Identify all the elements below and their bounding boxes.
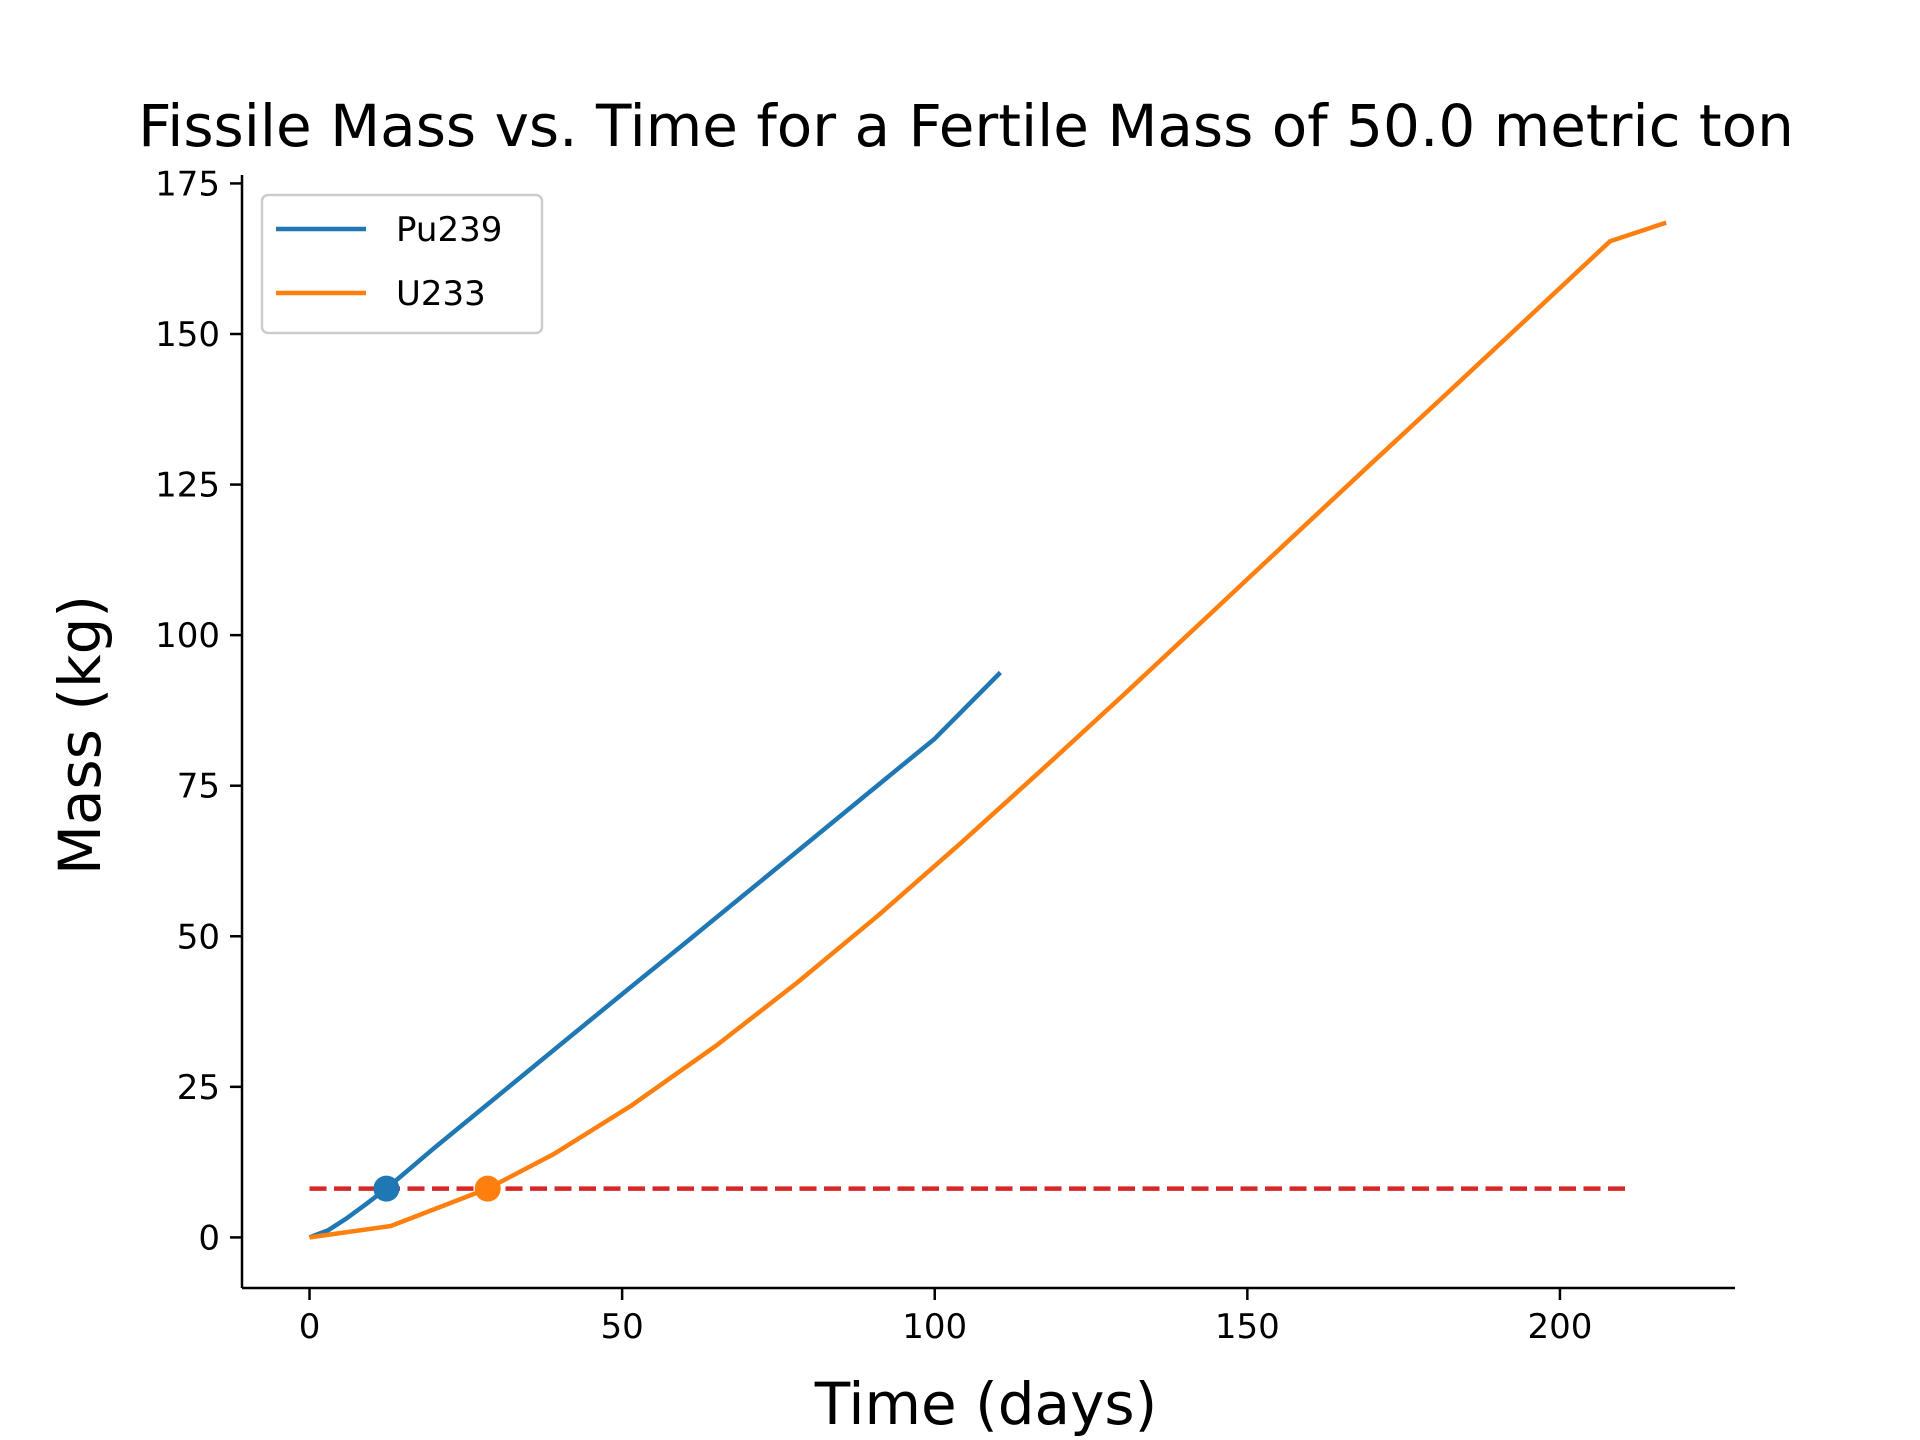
series-line-pu239 <box>308 670 1002 1240</box>
marker-u233 <box>474 1175 501 1202</box>
legend-label-pu239: Pu239 <box>396 210 502 250</box>
legend: Pu239 U233 <box>260 193 544 335</box>
plot-area <box>308 220 1667 1240</box>
axes: 0 50 100 150 200 0 25 50 75 100 125 150 175 <box>155 164 1735 1347</box>
y-tick-label: 150 <box>155 315 220 355</box>
x-tick-label: 200 <box>1527 1307 1592 1347</box>
y-axis-title: Mass (kg) <box>46 595 114 875</box>
x-tick-label: 0 <box>299 1307 321 1347</box>
y-tick-label: 125 <box>155 466 220 506</box>
y-tick-label: 0 <box>198 1218 220 1258</box>
marker-pu239 <box>373 1175 400 1202</box>
y-tick-label: 175 <box>155 164 220 204</box>
x-tick-label: 50 <box>600 1307 643 1347</box>
chart-title: Fissile Mass vs. Time for a Fertile Mass… <box>138 92 1794 160</box>
y-tick-label: 25 <box>177 1068 220 1108</box>
series-line-u233 <box>309 220 1667 1240</box>
y-tick-label: 50 <box>177 917 220 957</box>
x-tick-label: 100 <box>902 1307 967 1347</box>
x-tick-label: 150 <box>1215 1307 1280 1347</box>
y-tick-label: 75 <box>177 767 220 807</box>
x-axis-title: Time (days) <box>814 1370 1158 1438</box>
legend-label-u233: U233 <box>396 274 486 314</box>
y-tick-label: 100 <box>155 616 220 656</box>
